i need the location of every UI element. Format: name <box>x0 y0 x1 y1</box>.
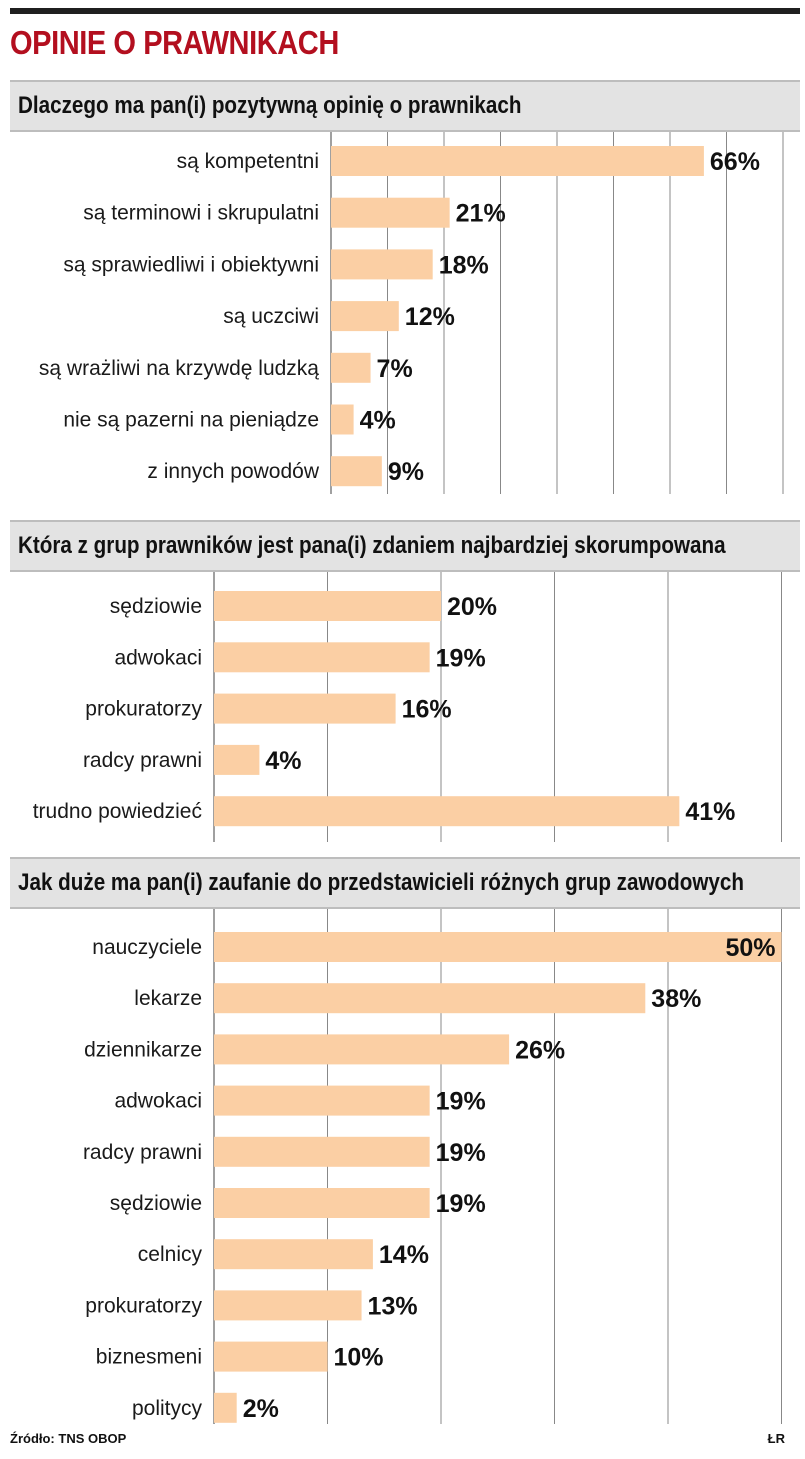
bar <box>331 456 382 487</box>
category-label: trudno powiedzieć <box>33 800 202 823</box>
value-label: 50% <box>725 934 775 962</box>
value-label: 19% <box>436 1190 486 1218</box>
value-label: 16% <box>402 696 452 724</box>
category-label: nie są pazerni na pieniądze <box>63 409 319 432</box>
bar <box>214 693 396 724</box>
value-label: 10% <box>334 1344 384 1372</box>
chart-positive-opinion: są kompetentni 66% są terminowi i skrupula… <box>0 132 805 494</box>
category-label: są uczciwi <box>223 305 319 328</box>
author-initials: ŁR <box>767 1431 785 1446</box>
category-label: adwokaci <box>114 1090 202 1113</box>
category-label: radcy prawni <box>83 1141 202 1164</box>
value-label: 12% <box>405 303 455 331</box>
category-label: lekarze <box>134 987 202 1010</box>
category-label: prokuratorzy <box>85 698 202 721</box>
bar <box>214 1136 430 1167</box>
value-label: 19% <box>436 644 486 672</box>
bar <box>331 146 704 176</box>
bar <box>331 352 371 383</box>
source-note: Źródło: TNS OBOP <box>10 1431 127 1446</box>
bar <box>214 1085 430 1116</box>
chart-svg-2: sędziowie 20% adwokaci 19% prokuratorzy 16% ra… <box>33 572 782 842</box>
category-label: z innych powodów <box>147 460 319 483</box>
bar <box>331 404 354 435</box>
bar <box>331 249 433 280</box>
bar <box>214 796 680 827</box>
value-label: 2% <box>243 1395 279 1423</box>
category-label: biznesmeni <box>96 1346 202 1369</box>
bar <box>214 1392 237 1423</box>
bar <box>214 1341 328 1372</box>
section-title-1: Dlaczego ma pan(i) pozytywną opinię o pr… <box>18 92 522 119</box>
chart-svg-1: są kompetentni 66% są terminowi i skrupula… <box>39 132 784 494</box>
chart-svg-3: nauczyciele 50% lekarze 38% dziennikarze 26% a… <box>83 909 782 1424</box>
category-label: są terminowi i skrupulatni <box>83 202 319 225</box>
category-label: są wrażliwi na krzywdę ludzką <box>39 357 319 380</box>
chart-corruption: sędziowie 20% adwokaci 19% prokuratorzy 16% ra… <box>0 572 805 842</box>
bar <box>214 1034 510 1065</box>
category-label: są sprawiedliwi i obiektywni <box>63 253 319 276</box>
category-label: politycy <box>132 1397 203 1420</box>
category-label: nauczyciele <box>92 936 202 959</box>
bar <box>331 301 399 332</box>
value-label: 19% <box>436 1139 486 1167</box>
bar <box>331 197 450 228</box>
top-rule <box>10 8 800 14</box>
bar <box>214 1188 430 1218</box>
value-label: 41% <box>685 798 735 826</box>
bar <box>214 1290 362 1321</box>
main-title: OPINIE O PRAWNIKACH <box>10 24 339 61</box>
value-label: 18% <box>439 251 489 279</box>
category-label: adwokaci <box>114 646 202 669</box>
section-header-2: Która z grup prawników jest pana(i) zdan… <box>10 520 800 572</box>
section-title-3: Jak duże ma pan(i) zaufanie do przedstaw… <box>18 869 744 896</box>
value-label: 20% <box>447 593 497 621</box>
bar <box>214 744 260 775</box>
category-label: są kompetentni <box>177 150 319 173</box>
category-label: celnicy <box>138 1243 203 1266</box>
value-label: 4% <box>360 407 396 435</box>
value-label: 14% <box>379 1241 429 1269</box>
chart-trust: nauczyciele 50% lekarze 38% dziennikarze 26% a… <box>0 909 805 1424</box>
value-label: 38% <box>651 985 701 1013</box>
bar <box>214 983 646 1014</box>
section-header-1: Dlaczego ma pan(i) pozytywną opinię o pr… <box>10 80 800 132</box>
category-label: dziennikarze <box>84 1038 202 1061</box>
value-label: 26% <box>515 1036 565 1064</box>
section-title-2: Która z grup prawników jest pana(i) zdan… <box>18 532 726 559</box>
value-label: 9% <box>388 458 424 486</box>
category-label: sędziowie <box>110 595 202 618</box>
value-label: 21% <box>456 200 506 228</box>
bar <box>214 932 782 962</box>
bar <box>214 642 430 673</box>
bar <box>214 591 441 621</box>
category-label: radcy prawni <box>83 749 202 772</box>
category-label: prokuratorzy <box>85 1294 202 1317</box>
category-label: sędziowie <box>110 1192 202 1215</box>
bar <box>214 1239 373 1270</box>
value-label: 7% <box>377 355 413 383</box>
value-label: 4% <box>265 747 301 775</box>
value-label: 19% <box>436 1088 486 1116</box>
section-header-3: Jak duże ma pan(i) zaufanie do przedstaw… <box>10 857 800 909</box>
value-label: 66% <box>710 148 760 176</box>
value-label: 13% <box>368 1292 418 1320</box>
